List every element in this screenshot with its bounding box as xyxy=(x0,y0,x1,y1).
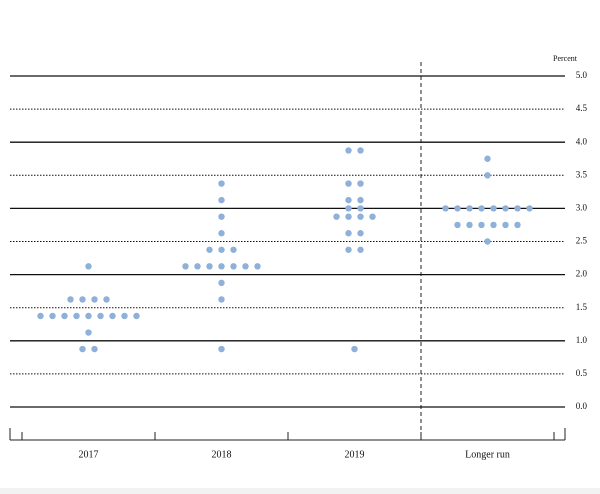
dot xyxy=(484,238,491,245)
dot xyxy=(514,221,521,229)
footer-bar xyxy=(0,488,600,494)
dot xyxy=(478,221,485,229)
dot xyxy=(484,155,491,162)
x-tick-label: 2017 xyxy=(79,449,99,460)
dot xyxy=(254,263,261,270)
dot xyxy=(91,296,98,303)
dot xyxy=(357,147,364,154)
dot xyxy=(97,312,104,320)
y-tick-label: 1.5 xyxy=(576,302,588,312)
dot xyxy=(218,279,225,287)
dot xyxy=(85,329,92,336)
y-tick-label: 5.0 xyxy=(576,70,588,80)
dot xyxy=(442,205,449,212)
dot xyxy=(345,246,352,253)
dot xyxy=(85,312,92,320)
dot xyxy=(466,221,473,229)
dot xyxy=(454,221,461,229)
dot xyxy=(61,312,68,320)
dot xyxy=(333,213,340,220)
dot xyxy=(484,172,491,179)
dot xyxy=(242,263,249,270)
dot xyxy=(454,205,461,212)
y-tick-label: 4.0 xyxy=(576,136,588,146)
y-tick-label: 3.5 xyxy=(576,169,588,179)
y-tick-label: 2.0 xyxy=(576,269,588,279)
dot xyxy=(357,196,364,204)
dot xyxy=(230,246,237,253)
dot xyxy=(357,246,364,253)
dot xyxy=(345,213,352,220)
dot xyxy=(502,205,509,212)
dot xyxy=(85,263,92,270)
dot xyxy=(345,180,352,187)
x-tick-label: Longer run xyxy=(465,449,510,460)
dot xyxy=(49,312,56,320)
dot xyxy=(218,345,225,353)
dot xyxy=(526,205,533,212)
y-tick-label: 0.0 xyxy=(576,401,588,411)
dot xyxy=(345,147,352,154)
dot xyxy=(357,213,364,220)
dot xyxy=(67,296,74,303)
dot xyxy=(109,312,116,320)
dot xyxy=(218,246,225,253)
dot xyxy=(357,230,364,237)
dot xyxy=(79,296,86,303)
dot xyxy=(345,196,352,204)
dot xyxy=(121,312,128,320)
dot xyxy=(218,296,225,303)
dot xyxy=(206,263,213,270)
dot xyxy=(514,205,521,212)
dot xyxy=(357,180,364,187)
dot xyxy=(369,213,376,220)
dot xyxy=(466,205,473,212)
dot xyxy=(37,312,44,320)
dot xyxy=(206,246,213,253)
dot xyxy=(133,312,140,320)
dot xyxy=(490,221,497,229)
dot xyxy=(478,205,485,212)
dot xyxy=(345,205,352,212)
dot xyxy=(73,312,80,320)
dot xyxy=(357,205,364,212)
dot xyxy=(218,263,225,270)
dot xyxy=(103,296,110,303)
dot xyxy=(79,345,86,353)
dot xyxy=(182,263,189,270)
y-tick-label: 0.5 xyxy=(576,368,588,378)
y-axis-label: Percent xyxy=(553,54,578,63)
dot xyxy=(351,345,358,353)
dot xyxy=(218,213,225,220)
dot xyxy=(218,196,225,204)
dot xyxy=(218,180,225,187)
dot xyxy=(230,263,237,270)
dot xyxy=(194,263,201,270)
y-tick-label: 4.5 xyxy=(576,103,588,113)
dot xyxy=(345,230,352,237)
y-tick-label: 3.0 xyxy=(576,202,588,212)
dot xyxy=(490,205,497,212)
dot xyxy=(218,230,225,237)
dot xyxy=(502,221,509,229)
y-tick-label: 1.0 xyxy=(576,335,588,345)
x-tick-label: 2019 xyxy=(345,449,365,460)
x-tick-label: 2018 xyxy=(212,449,232,460)
y-tick-label: 2.5 xyxy=(576,236,588,246)
dot xyxy=(91,345,98,353)
